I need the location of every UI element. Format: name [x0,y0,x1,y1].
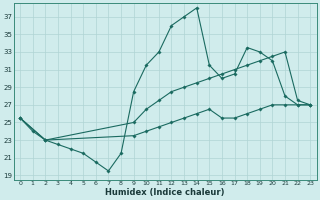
X-axis label: Humidex (Indice chaleur): Humidex (Indice chaleur) [106,188,225,197]
